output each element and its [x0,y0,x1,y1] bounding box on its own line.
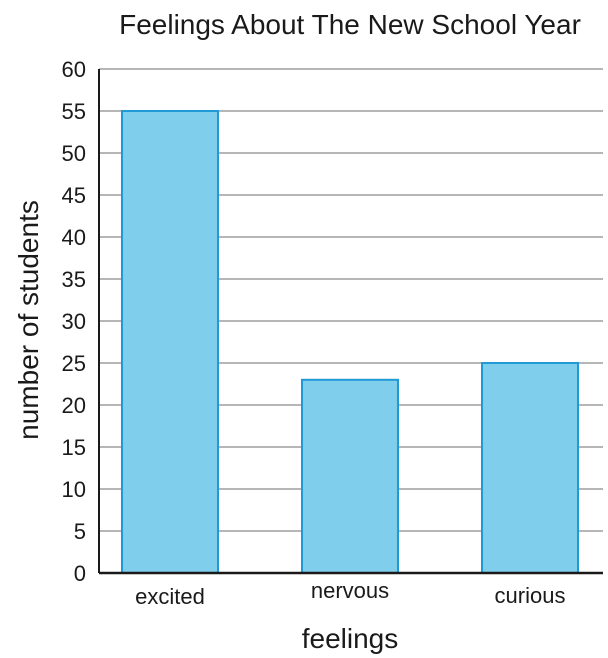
y-tick-label: 50 [62,141,86,166]
bar-curious [481,362,579,574]
x-tick-label: curious [495,583,566,608]
bar-nervous [301,378,399,574]
y-tick-label: 35 [62,267,86,292]
x-tick-label: excited [135,584,205,609]
y-tick-label: 10 [62,477,86,502]
y-tick-label: 60 [62,57,86,82]
y-tick-label: 40 [62,225,86,250]
y-tick-label: 25 [62,351,86,376]
x-tick-label: nervous [311,578,389,603]
y-tick-label: 30 [62,309,86,334]
y-tick-label: 55 [62,99,86,124]
bar-excited [121,110,219,574]
x-axis-label: feelings [302,623,399,654]
y-tick-label: 0 [74,561,86,586]
bars [121,110,579,574]
y-tick-label: 15 [62,435,86,460]
x-tick-labels: excited nervous curious [135,578,565,609]
y-tick-label: 20 [62,393,86,418]
y-tick-labels: 0 5 10 15 20 25 30 35 40 45 50 55 60 [62,57,86,586]
y-axis-label: number of students [13,200,44,440]
chart-title: Feelings About The New School Year [119,9,581,40]
y-tick-label: 45 [62,183,86,208]
y-tick-label: 5 [74,519,86,544]
